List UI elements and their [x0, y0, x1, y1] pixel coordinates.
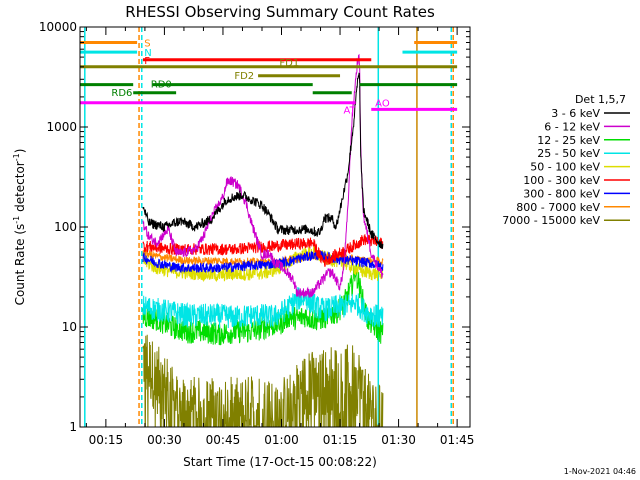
series-line-300-800-kev [142, 250, 384, 274]
legend-entry-label: 25 - 50 keV [537, 147, 600, 160]
y-tick-label: 1000 [46, 120, 77, 134]
flag-label-f: F [144, 56, 150, 67]
y-tick-label: 100 [54, 220, 77, 234]
flag-label-s: S [144, 38, 150, 49]
series-line-6-12-kev [142, 53, 384, 298]
legend-entry-label: 800 - 7000 keV [516, 201, 600, 214]
legend-title: Det 1,5,7 [575, 93, 626, 106]
flag-label-fd1: FD1 [279, 58, 299, 69]
series-layer [142, 53, 384, 427]
flag-label-ao: AO [375, 98, 390, 109]
x-axis: 00:15 00:30 00:45 01:00 01:15 01:30 01:45 [85, 27, 475, 447]
y-axis: 1 10 100 1000 10000 [39, 20, 470, 434]
y-axis-label-end: ) [13, 149, 27, 154]
series-line-3-6-kev [142, 72, 384, 249]
flag-label-rd6: RD6 [111, 88, 132, 99]
x-tick-label: 00:15 [89, 433, 124, 447]
series-line-7000-15000-kev [142, 334, 384, 427]
y-tick-label: 10 [62, 320, 77, 334]
x-tick-label: 00:45 [206, 433, 241, 447]
x-tick-label: 01:30 [381, 433, 416, 447]
flag-label-rd0: RD0 [151, 80, 172, 91]
y-axis-label-exp2: -1 [12, 153, 21, 161]
series-line-25-50-kev [142, 287, 384, 329]
chart-title: RHESSI Observing Summary Count Rates [125, 3, 435, 21]
y-axis-label: Count Rate (s-1 detector-1) [12, 149, 27, 306]
x-tick-label: 01:00 [264, 433, 299, 447]
y-tick-label: 10000 [39, 20, 77, 34]
legend-entry-label: 7000 - 15000 keV [502, 214, 600, 227]
y-axis-label-exp1: -1 [12, 216, 21, 224]
series-line-50-100-kev [142, 245, 384, 283]
legend-entry-label: 3 - 6 keV [551, 107, 600, 120]
flag-label-n: N [144, 48, 151, 59]
legend-entry-label: 6 - 12 keV [544, 120, 600, 133]
flag-label-at: AT [343, 106, 356, 117]
flag-label-fd2: FD2 [234, 71, 254, 82]
x-tick-label: 01:45 [440, 433, 475, 447]
x-axis-label: Start Time (17-Oct-15 00:08:22) [183, 455, 377, 469]
legend-entry-label: 12 - 25 keV [537, 134, 600, 147]
y-axis-label-main: Count Rate (s [13, 224, 27, 306]
x-tick-label: 01:15 [323, 433, 358, 447]
legend-entry-label: 300 - 800 keV [523, 187, 600, 200]
legend-entry-label: 50 - 100 keV [530, 161, 600, 174]
flag-bars: SNF FD1 FD2 RD0 RD6 AT AO [80, 38, 458, 117]
series-line-100-300-kev [142, 234, 384, 267]
legend-entry-label: 100 - 300 keV [523, 174, 600, 187]
x-tick-label: 00:30 [147, 433, 182, 447]
y-axis-label-mid: detector [13, 161, 27, 216]
footer-date: 1-Nov-2021 04:46 [564, 467, 636, 476]
y-tick-label: 1 [69, 420, 77, 434]
